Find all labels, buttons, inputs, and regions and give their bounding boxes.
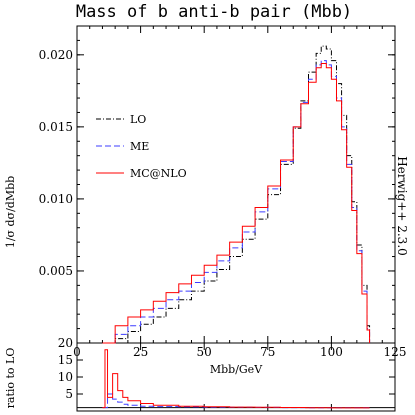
legend-label-mcnlo: MC@NLO [130, 167, 187, 180]
ratio-series-line-me [102, 393, 370, 409]
y-tick-label: 0.020 [39, 48, 73, 62]
y-tick-label: 0.010 [39, 192, 73, 206]
main-x-axis: 0 25 50 75 100 125 [73, 26, 406, 411]
x-tick-label: 50 [197, 345, 212, 359]
ratio-series-group [102, 349, 370, 409]
x-tick-label: 125 [384, 345, 407, 359]
y-tick-label: 0.015 [39, 120, 73, 134]
x-tick-label: 75 [260, 345, 275, 359]
x-tick-label: 100 [320, 345, 343, 359]
legend-label-lo: LO [130, 113, 146, 126]
generator-label: Herwig++ 2.3.0 [395, 156, 409, 256]
ratio-y-tick-label: 10 [58, 370, 73, 384]
ratio-y-axis-label: ratio to LO [4, 348, 17, 409]
ratio-series-line-mc-nlo [102, 349, 370, 409]
x-axis-label: Mbb/GeV [210, 363, 263, 376]
main-series-group [102, 45, 371, 344]
legend-label-me: ME [130, 140, 149, 153]
series-line-mc-nlo [102, 62, 371, 344]
series-line-lo [102, 45, 371, 344]
ratio-y-tick-label: 20 [58, 336, 73, 350]
y-axis-label: 1/σ dσ/dMbb [4, 176, 17, 248]
series-line-me [102, 60, 371, 344]
x-tick-label: 25 [133, 345, 148, 359]
main-y-axis: 0.005 0.010 0.015 0.020 [39, 39, 395, 330]
ratio-y-tick-label: 5 [65, 387, 73, 401]
ratio-plot-frame [76, 342, 396, 412]
x-tick-label: 0 [73, 345, 81, 359]
ratio-y-tick-label: 15 [58, 353, 73, 367]
chart-title: Mass of b anti-b pair (Mbb) [76, 2, 352, 22]
legend: LO ME MC@NLO [96, 113, 187, 180]
main-plot-frame [76, 25, 396, 344]
y-tick-label: 0.005 [39, 264, 73, 278]
